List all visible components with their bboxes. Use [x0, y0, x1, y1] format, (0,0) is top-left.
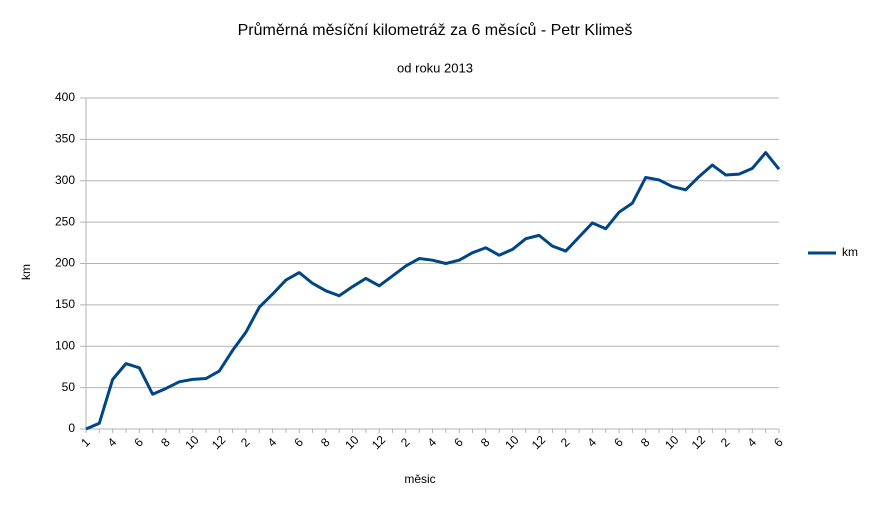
y-tick-label: 150 — [55, 297, 75, 311]
y-tick-label: 50 — [62, 380, 76, 394]
x-tick-label: 4 — [585, 435, 600, 450]
y-tick-label: 350 — [55, 132, 75, 146]
line — [85, 151, 781, 431]
x-tick-label: 8 — [158, 435, 173, 450]
y-tick-label: 400 — [55, 90, 75, 104]
x-tick-label: 4 — [744, 435, 759, 450]
x-tick-label: 6 — [131, 435, 146, 450]
x-tick-label: 12 — [529, 433, 549, 453]
x-tick-label: 10 — [182, 433, 202, 453]
x-tick-label: 2 — [558, 435, 573, 450]
x-tick-label: 10 — [502, 433, 522, 453]
x-tick-label: 8 — [638, 435, 653, 450]
x-tick-label: 8 — [478, 435, 493, 450]
x-tick-label: 12 — [369, 433, 389, 453]
x-axis-label: měsic — [404, 472, 435, 486]
y-tick-label: 250 — [55, 214, 75, 228]
legend-label: km — [842, 245, 858, 259]
x-tick-label: 2 — [718, 435, 733, 450]
x-tick-label: 1 — [78, 435, 93, 450]
x-tick-label: 2 — [238, 435, 253, 450]
x-tick-label: 6 — [451, 435, 466, 450]
y-axis-label: km — [19, 264, 33, 280]
x-tick-label: 6 — [611, 435, 626, 450]
x-tick-label: 4 — [105, 435, 120, 450]
x-tick-label: 8 — [318, 435, 333, 450]
x-tick-label: 12 — [689, 433, 709, 453]
x-tick-label: 10 — [662, 433, 682, 453]
x-tick-label: 4 — [425, 435, 440, 450]
chart-subtitle: od roku 2013 — [397, 60, 473, 75]
x-tick-label: 10 — [342, 433, 362, 453]
chart-title: Průměrná měsíční kilometráž za 6 měsíců … — [238, 21, 633, 39]
x-tick-label: 2 — [398, 435, 413, 450]
x-tick-label: 4 — [265, 435, 280, 450]
y-tick-label: 200 — [55, 256, 75, 270]
y-tick-label: 300 — [55, 173, 75, 187]
y-tick-label: 0 — [68, 421, 75, 435]
x-tick-label: 6 — [291, 435, 306, 450]
x-tick-label: 12 — [209, 433, 229, 453]
y-tick-label: 100 — [55, 338, 75, 352]
x-tick-label: 6 — [771, 435, 786, 450]
